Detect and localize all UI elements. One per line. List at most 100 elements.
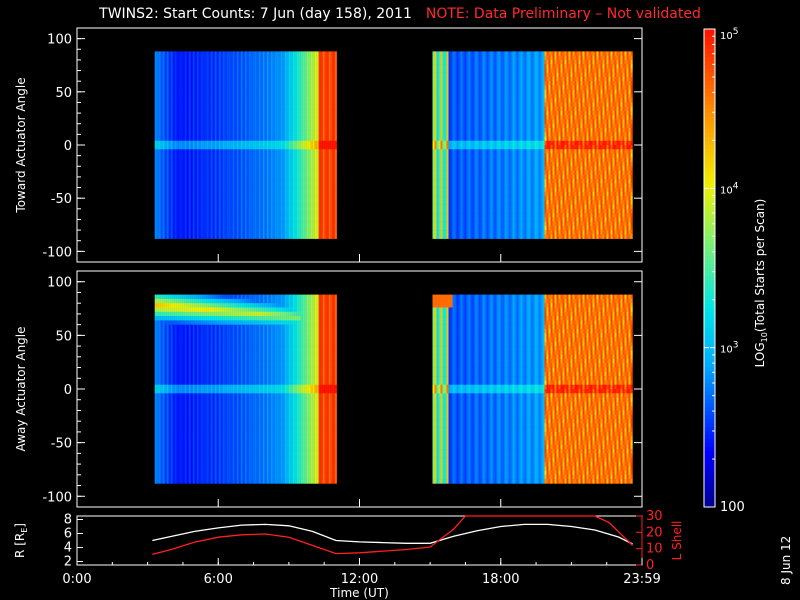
colorbar-swatch — [704, 411, 715, 416]
colorbar-swatch — [704, 403, 715, 408]
colorbar-swatch — [704, 252, 715, 257]
y-tick-label: 100 — [47, 33, 72, 48]
colorbar-swatch — [704, 128, 715, 133]
colorbar-swatch — [704, 307, 715, 313]
colorbar-swatch — [704, 156, 715, 161]
heatmap-segment — [154, 294, 337, 484]
colorbar-swatch — [704, 92, 715, 98]
colorbar-swatch — [704, 184, 715, 189]
colorbar-swatch — [704, 479, 715, 484]
colorbar-swatch — [704, 228, 715, 233]
y-tick-label: 50 — [55, 86, 72, 101]
colorbar-swatch — [704, 423, 715, 428]
y-tick-label: -50 — [51, 192, 72, 207]
colorbar-swatch — [704, 64, 715, 70]
colorbar-swatch — [704, 399, 715, 404]
colorbar-swatch — [704, 268, 715, 273]
colorbar-swatch — [704, 116, 715, 122]
colorbar-swatch — [704, 192, 715, 197]
colorbar-swatch — [704, 383, 715, 388]
colorbar-swatch — [704, 447, 715, 452]
colorbar-swatch — [704, 256, 715, 261]
colorbar-swatch — [704, 291, 715, 297]
colorbar-swatch — [704, 287, 715, 293]
panel-away: 100 50 0 -50 -100 Away Actuator Angle — [14, 270, 643, 508]
colorbar-swatch — [704, 148, 715, 153]
colorbar-swatch — [704, 180, 715, 185]
right-tick-label: 10 — [646, 542, 663, 557]
colorbar-swatch — [704, 415, 715, 420]
title-main: TWINS2: Start Counts: 7 Jun (day 158), 2… — [99, 6, 412, 22]
colorbar-swatch — [704, 407, 715, 412]
colorbar-swatch — [704, 84, 715, 90]
colorbar-swatch — [704, 435, 715, 440]
colorbar-swatch — [704, 136, 715, 141]
colorbar-swatch — [704, 212, 715, 217]
colorbar-swatch — [704, 52, 715, 58]
colorbar-swatch — [704, 271, 715, 277]
colorbar-swatch — [704, 140, 715, 145]
colorbar-swatch — [704, 36, 715, 42]
colorbar-tick-label: 105 — [720, 27, 738, 42]
y-tick-label: -100 — [42, 490, 72, 505]
colorbar-swatch — [704, 495, 715, 500]
heatmap-segment — [432, 294, 633, 484]
colorbar-swatch — [704, 68, 715, 74]
y-tick-label: 50 — [55, 329, 72, 344]
datestamp: 8 Jun 12 — [779, 536, 793, 585]
colorbar-swatch — [704, 204, 715, 209]
colorbar-swatch — [704, 351, 715, 357]
y-tick-label: 0 — [64, 383, 72, 398]
colorbar-swatch — [704, 236, 715, 241]
colorbar-swatch — [704, 260, 715, 265]
colorbar-swatch — [704, 343, 715, 349]
colorbar-swatch — [704, 327, 715, 333]
colorbar-swatch — [704, 311, 715, 317]
colorbar-swatch — [704, 160, 715, 165]
colorbar-swatch — [704, 463, 715, 468]
colorbar-swatch — [704, 124, 715, 129]
colorbar-frame — [703, 28, 716, 508]
colorbar-swatch — [704, 232, 715, 237]
colorbar-swatch — [704, 379, 715, 384]
chart-title: TWINS2: Start Counts: 7 Jun (day 158), 2… — [0, 6, 800, 22]
colorbar-swatch — [704, 451, 715, 456]
colorbar-swatch — [704, 208, 715, 213]
colorbar-tick-label: 100 — [720, 500, 745, 515]
colorbar-swatch — [704, 188, 715, 193]
y-axis-label: Toward Actuator Angle — [14, 77, 28, 213]
y-axis-label: Away Actuator Angle — [14, 326, 28, 451]
title-note: NOTE: Data Preliminary – Not validated — [425, 6, 701, 22]
series-r-line — [152, 523, 633, 545]
colorbar-swatch — [704, 200, 715, 205]
colorbar-swatch — [704, 88, 715, 94]
colorbar-swatch — [704, 339, 715, 345]
colorbar-swatch — [704, 443, 715, 448]
colorbar-swatch — [704, 395, 715, 400]
colorbar-swatch — [704, 132, 715, 137]
colorbar-swatch — [704, 483, 715, 488]
left-tick-label: 6 — [64, 527, 72, 542]
y-tick-label: 100 — [47, 276, 72, 291]
colorbar-swatch — [704, 275, 715, 281]
colorbar-swatch — [704, 196, 715, 201]
series-lshell-line — [152, 515, 634, 556]
colorbar-swatch — [704, 371, 715, 376]
colorbar-swatch — [704, 491, 715, 496]
colorbar-swatch — [704, 32, 715, 38]
right-axis-label: L Shell — [670, 521, 684, 561]
colorbar-swatch — [704, 279, 715, 285]
colorbar-swatch — [704, 475, 715, 480]
colorbar-swatch — [704, 487, 715, 492]
heatmap-segment — [432, 51, 633, 239]
colorbar-swatch — [704, 455, 715, 460]
colorbar-swatch — [704, 283, 715, 289]
x-tick-label: 12:00 — [341, 572, 378, 587]
colorbar-swatch — [704, 471, 715, 476]
colorbar-swatch — [704, 359, 715, 364]
colorbar-swatch — [704, 391, 715, 396]
colorbar-swatch — [704, 240, 715, 245]
colorbar-swatch — [704, 48, 715, 54]
colorbar-swatch — [704, 40, 715, 46]
colorbar-swatch — [704, 80, 715, 86]
